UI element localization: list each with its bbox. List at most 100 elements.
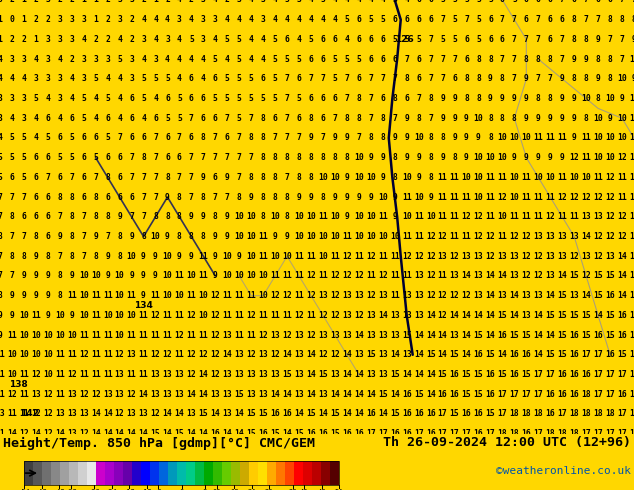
Text: 11: 11 <box>55 390 65 399</box>
Text: 7: 7 <box>249 114 254 123</box>
Text: 8: 8 <box>0 232 3 241</box>
Text: 15: 15 <box>486 410 495 418</box>
Text: 11: 11 <box>91 350 101 359</box>
Text: 8: 8 <box>392 173 397 182</box>
Text: 7: 7 <box>619 35 624 44</box>
Text: 10: 10 <box>330 212 340 221</box>
Text: 15: 15 <box>390 370 399 379</box>
Bar <box>231 461 240 486</box>
Text: 7: 7 <box>81 232 86 241</box>
Text: 8: 8 <box>177 193 182 201</box>
Text: 1: 1 <box>153 0 158 4</box>
Text: 6: 6 <box>607 0 612 4</box>
Text: 15: 15 <box>557 331 567 340</box>
Text: 4: 4 <box>201 54 206 64</box>
Text: 9: 9 <box>560 114 565 123</box>
Text: 5: 5 <box>368 15 373 24</box>
Text: 11: 11 <box>366 271 376 280</box>
Text: 14: 14 <box>174 410 184 418</box>
Text: 14: 14 <box>162 410 172 418</box>
Text: 13: 13 <box>67 410 77 418</box>
Text: 17: 17 <box>521 390 531 399</box>
Text: 4: 4 <box>213 35 217 44</box>
Text: 10: 10 <box>402 212 411 221</box>
Text: 3: 3 <box>0 94 3 103</box>
Text: 7: 7 <box>225 153 230 162</box>
Text: 4: 4 <box>117 114 122 123</box>
Text: 9: 9 <box>332 133 337 143</box>
Text: 6: 6 <box>34 173 38 182</box>
Text: 10: 10 <box>354 153 364 162</box>
Text: 15: 15 <box>569 311 579 320</box>
Text: 10: 10 <box>318 173 328 182</box>
Text: 10: 10 <box>235 212 244 221</box>
Text: 9: 9 <box>560 153 565 162</box>
Text: 7: 7 <box>189 153 194 162</box>
Text: 1: 1 <box>93 0 98 4</box>
Text: 4: 4 <box>273 0 278 4</box>
Text: 18: 18 <box>557 429 567 438</box>
Text: 11: 11 <box>162 331 172 340</box>
Text: 9: 9 <box>356 193 361 201</box>
Text: 9: 9 <box>404 153 409 162</box>
Text: 8: 8 <box>500 114 505 123</box>
Text: 8: 8 <box>117 252 122 261</box>
Text: 6: 6 <box>332 94 337 103</box>
Text: 14: 14 <box>235 429 244 438</box>
Text: 11: 11 <box>198 252 208 261</box>
Text: 1: 1 <box>22 15 27 24</box>
Text: 11: 11 <box>521 173 531 182</box>
Text: 16: 16 <box>629 350 634 359</box>
Text: 134: 134 <box>134 301 153 310</box>
Text: 9: 9 <box>344 173 349 182</box>
Text: 4: 4 <box>0 54 3 64</box>
Text: 5: 5 <box>452 0 457 4</box>
Text: 4: 4 <box>356 0 361 4</box>
Text: 13: 13 <box>186 410 197 418</box>
Text: 10: 10 <box>127 252 136 261</box>
Text: 12: 12 <box>605 232 615 241</box>
Text: 12: 12 <box>210 370 220 379</box>
Text: 6: 6 <box>500 0 505 4</box>
Text: 11: 11 <box>67 350 77 359</box>
Text: 9: 9 <box>524 74 529 83</box>
Text: 5: 5 <box>285 54 290 64</box>
Text: 11: 11 <box>294 271 304 280</box>
Text: 10: 10 <box>306 232 316 241</box>
Text: 13: 13 <box>151 390 160 399</box>
Text: 13: 13 <box>498 291 507 300</box>
Text: 9: 9 <box>0 311 3 320</box>
Text: 17: 17 <box>486 429 495 438</box>
Text: 6: 6 <box>165 153 170 162</box>
Text: 10: 10 <box>545 173 555 182</box>
Text: 15: 15 <box>258 410 268 418</box>
Text: 15: 15 <box>270 429 280 438</box>
Text: 16: 16 <box>569 370 579 379</box>
Text: 12: 12 <box>342 271 352 280</box>
Text: 11: 11 <box>617 193 627 201</box>
Bar <box>321 461 330 486</box>
Text: 6: 6 <box>189 133 194 143</box>
Text: 12: 12 <box>210 331 220 340</box>
Text: 13: 13 <box>581 212 591 221</box>
Text: 10: 10 <box>7 350 17 359</box>
Text: 5: 5 <box>356 54 361 64</box>
Text: 10: 10 <box>605 133 615 143</box>
Text: 9: 9 <box>105 271 110 280</box>
Text: 14: 14 <box>545 291 555 300</box>
Text: 10: 10 <box>258 271 268 280</box>
Text: 11: 11 <box>282 271 292 280</box>
Text: 12: 12 <box>569 193 579 201</box>
Text: 16: 16 <box>593 331 603 340</box>
Text: 2: 2 <box>189 0 194 4</box>
Text: 13: 13 <box>402 350 411 359</box>
Text: 3: 3 <box>57 35 62 44</box>
Text: 6: 6 <box>297 74 302 83</box>
Text: 12: 12 <box>366 252 376 261</box>
Text: 8: 8 <box>249 173 254 182</box>
Text: 14: 14 <box>91 410 101 418</box>
Bar <box>222 461 231 486</box>
Text: 13: 13 <box>258 370 268 379</box>
Text: 9: 9 <box>69 311 74 320</box>
Text: 13: 13 <box>366 311 376 320</box>
